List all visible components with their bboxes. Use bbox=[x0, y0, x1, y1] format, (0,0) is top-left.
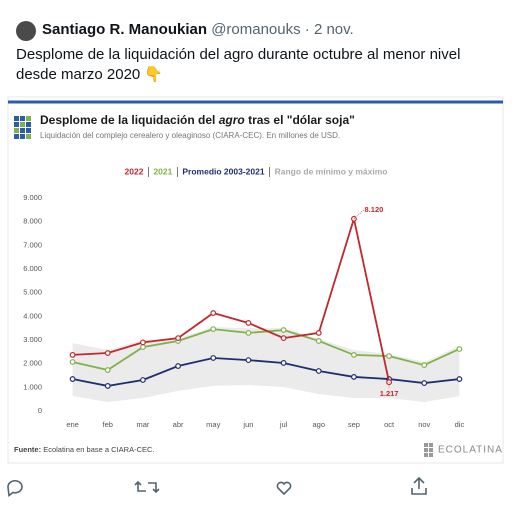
point bbox=[104, 383, 111, 389]
share-icon[interactable] bbox=[411, 476, 427, 495]
action-bar bbox=[7, 476, 427, 497]
x-tick-label: jul bbox=[279, 420, 288, 429]
retweet-icon[interactable] bbox=[134, 480, 160, 494]
tweet-text: Desplome de la liquidación del agro dura… bbox=[16, 46, 461, 83]
point bbox=[245, 320, 252, 326]
point bbox=[104, 367, 111, 373]
point bbox=[245, 357, 252, 364]
x-tick-label: dic bbox=[455, 420, 465, 429]
series-line bbox=[72, 215, 390, 383]
point bbox=[315, 368, 322, 374]
y-tick-label: 7.000 bbox=[23, 240, 42, 249]
point bbox=[104, 350, 111, 356]
like-icon[interactable] bbox=[276, 481, 292, 496]
date[interactable]: · 2 nov. bbox=[304, 21, 354, 38]
y-tick-label: 4.000 bbox=[23, 311, 42, 320]
avatar[interactable] bbox=[16, 21, 36, 41]
y-tick-label: 0 bbox=[38, 406, 42, 415]
title-part: agro bbox=[219, 113, 245, 127]
x-tick-label: mar bbox=[136, 420, 149, 429]
y-tick-label: 6.000 bbox=[23, 264, 42, 273]
chart-title: Desplome de la liquidación del agro tras… bbox=[40, 113, 355, 127]
point bbox=[210, 355, 217, 361]
point bbox=[351, 374, 357, 380]
point bbox=[280, 327, 287, 333]
point bbox=[280, 360, 287, 366]
point bbox=[140, 344, 146, 351]
series-line bbox=[72, 357, 460, 387]
chart-frame bbox=[7, 96, 504, 464]
x-tick-label: nov bbox=[418, 420, 430, 429]
point bbox=[315, 330, 322, 336]
point bbox=[175, 363, 181, 369]
x-tick-label: ene bbox=[66, 420, 79, 429]
point bbox=[315, 338, 322, 344]
legend-entry: 2022 bbox=[125, 166, 144, 176]
point bbox=[386, 353, 392, 359]
chart-subtitle: Liquidación del complejo cerealero y ole… bbox=[40, 131, 340, 140]
point bbox=[245, 330, 252, 336]
legend-entry: Rango de mínimo y máximo bbox=[275, 166, 388, 176]
handle[interactable]: @romanouks bbox=[211, 21, 301, 38]
value-label: 1.217 bbox=[380, 389, 399, 398]
point bbox=[140, 377, 146, 383]
y-tick-label: 9.000 bbox=[23, 193, 42, 202]
author-name[interactable]: Santiago R. Manoukian bbox=[42, 21, 208, 38]
y-tick-label: 1.000 bbox=[23, 382, 42, 391]
y-tick-label: 3.000 bbox=[23, 335, 42, 344]
point bbox=[210, 326, 217, 333]
y-tick-label: 2.000 bbox=[23, 359, 42, 368]
y-tick-label: 8.000 bbox=[23, 217, 42, 226]
point bbox=[140, 339, 146, 346]
reply-icon[interactable] bbox=[7, 479, 23, 497]
x-tick-label: jun bbox=[242, 420, 253, 429]
point bbox=[69, 352, 76, 358]
point bbox=[69, 376, 76, 382]
point bbox=[175, 335, 181, 342]
source-label: Fuente: bbox=[14, 445, 41, 454]
x-tick-label: abr bbox=[173, 420, 184, 429]
ecolatina-icon bbox=[424, 443, 433, 457]
point bbox=[280, 335, 287, 342]
label-connector bbox=[353, 209, 365, 220]
value-label: 8.120 bbox=[365, 205, 384, 214]
point bbox=[456, 376, 463, 382]
point bbox=[421, 380, 428, 386]
x-tick-label: may bbox=[206, 420, 220, 429]
point bbox=[421, 362, 428, 368]
range-band bbox=[72, 326, 460, 403]
x-tick-label: sep bbox=[348, 420, 360, 429]
point bbox=[69, 359, 76, 365]
x-tick-label: oct bbox=[384, 420, 395, 429]
source: Fuente: Ecolatina en base a CIARA-CEC. bbox=[14, 445, 155, 454]
y-tick-label: 5.000 bbox=[23, 288, 42, 297]
title-part: tras el "dólar soja" bbox=[245, 113, 355, 127]
x-tick-label: ago bbox=[312, 420, 325, 429]
legend-entry: Promedio 2003-2021 bbox=[182, 166, 264, 176]
logo-icon bbox=[14, 116, 31, 139]
point bbox=[456, 346, 463, 352]
logo-text: ECOLATINA bbox=[438, 445, 503, 456]
point bbox=[210, 310, 217, 316]
legend-entry: 2021 bbox=[153, 166, 172, 176]
x-tick-label: feb bbox=[103, 420, 113, 429]
title-part: Desplome de la liquidación del bbox=[40, 113, 219, 127]
point bbox=[351, 352, 357, 358]
tweet-header: Santiago R. Manoukian @romanouks · 2 nov… bbox=[42, 21, 354, 38]
source-text: Ecolatina en base a CIARA-CEC. bbox=[43, 445, 154, 454]
